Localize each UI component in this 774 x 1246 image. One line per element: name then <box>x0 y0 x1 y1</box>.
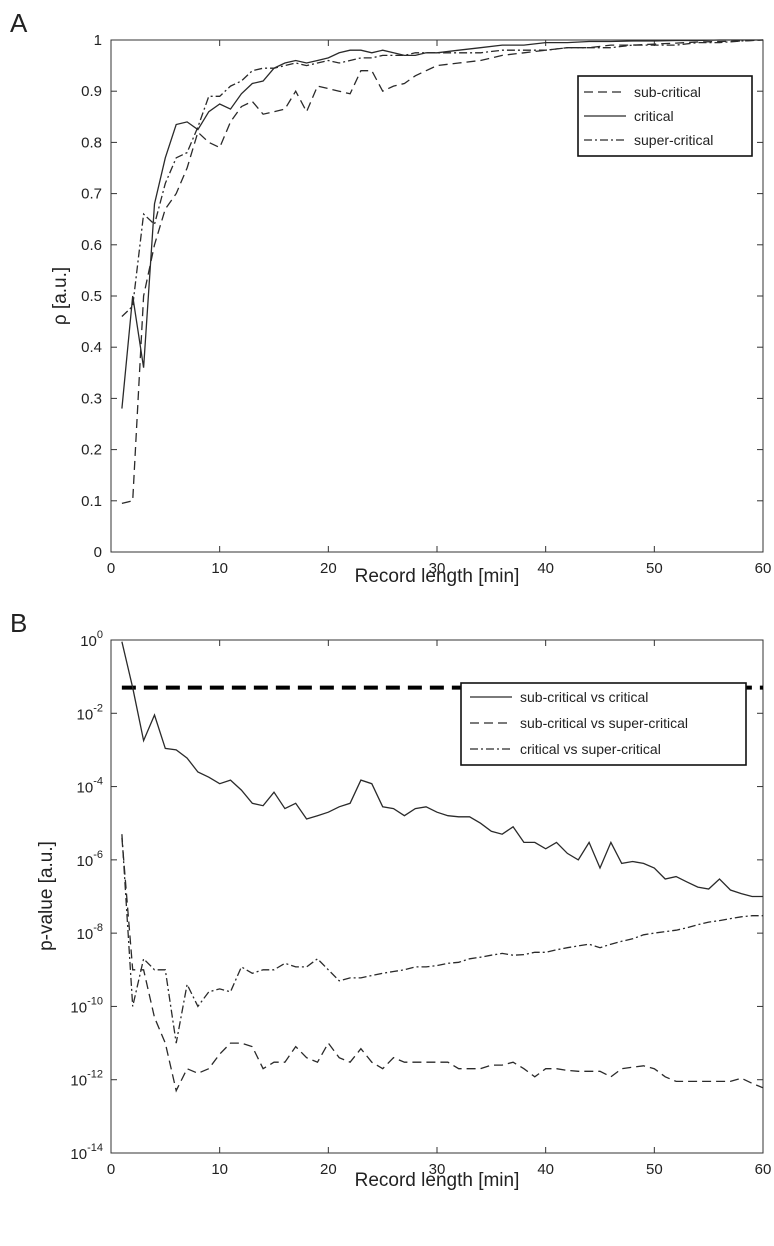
legend-label-a: sub-critical <box>634 84 701 100</box>
legend-label-b: sub-critical vs critical <box>520 689 648 705</box>
series-line-b-critical-vs-super-critical <box>121 834 763 1044</box>
x-axis-label-b: Record length [min] <box>355 1170 520 1191</box>
y-tick-label-b: 10-8 <box>77 922 103 943</box>
x-tick-label-a: 60 <box>755 560 772 577</box>
legend-b: sub-critical vs critical sub-critical vs … <box>460 682 747 766</box>
legend-label-a: critical <box>634 108 674 124</box>
y-tick-label-b: 10-2 <box>77 702 103 723</box>
y-tick-label-b: 10-6 <box>77 849 103 870</box>
y-axis-label-b: p-value [a.u.] <box>36 841 57 951</box>
legend-label-b: critical vs super-critical <box>520 741 661 757</box>
y-tick-label-b: 10-10 <box>70 995 103 1016</box>
y-tick-label-a: 0.9 <box>81 83 102 100</box>
x-tick-label-a: 10 <box>211 560 228 577</box>
legend-a: sub-critical critical super-critical <box>577 75 753 157</box>
panel-letter-a: A <box>10 8 28 38</box>
x-tick-label-a: 40 <box>537 560 554 577</box>
y-tick-label-a: 0.6 <box>81 237 102 254</box>
panel-letter-b: B <box>10 608 27 638</box>
y-tick-label-a: 0.7 <box>81 186 102 203</box>
y-tick-label-a: 0.1 <box>81 493 102 510</box>
series-line-a-sub-critical <box>121 39 764 505</box>
marks-a: 0 10 20 30 40 50 60 0 0.1 0.2 0.3 0.4 0.5 0.6 0.7 0.8 0.… <box>81 32 771 577</box>
marks-b: 0 10 20 30 40 50 60 100 10-2 10-4 10-6 10-8 10-10 10-… <box>70 629 771 1178</box>
x-tick-label-a: 30 <box>429 560 446 577</box>
x-tick-label-a: 0 <box>107 560 115 577</box>
y-axis-label-a: ρ [a.u.] <box>50 267 71 325</box>
x-tick-label-a: 50 <box>646 560 663 577</box>
y-tick-label-b: 10-12 <box>70 1069 103 1090</box>
y-tick-label-a: 1 <box>94 32 102 49</box>
series-line-b-sub-critical-vs-critical <box>121 641 763 898</box>
panel-a: A 0 10 20 30 40 50 60 0 0.1 0.2 0.3 0.4 0.5 0.6 0.7 0.8… <box>10 8 771 587</box>
series-line-a-critical <box>121 39 763 409</box>
legend-label-b: sub-critical vs super-critical <box>520 715 688 731</box>
x-tick-label-b: 30 <box>429 1161 446 1178</box>
y-tick-label-b: 10-4 <box>77 776 103 797</box>
x-tick-label-b: 60 <box>755 1161 772 1178</box>
y-tick-label-a: 0.2 <box>81 442 102 459</box>
y-tick-label-a: 0.4 <box>81 339 102 356</box>
series-line-b-sub-critical-vs-super-critical <box>121 837 764 1093</box>
x-tick-label-b: 10 <box>211 1161 228 1178</box>
series-line-a-super-critical <box>121 39 764 317</box>
x-tick-label-a: 20 <box>320 560 337 577</box>
x-axis-label-a: Record length [min] <box>355 566 520 587</box>
y-tick-label-b: 10-14 <box>70 1142 103 1163</box>
y-tick-label-a: 0.8 <box>81 134 102 151</box>
x-tick-label-b: 0 <box>107 1161 115 1178</box>
y-tick-label-b: 100 <box>80 629 103 650</box>
panel-b: B 0 10 20 30 40 50 60 100 10-2 10-4 10-6 10-8 10-10 1… <box>10 608 771 1191</box>
y-tick-label-a: 0.3 <box>81 390 102 407</box>
y-tick-label-a: 0 <box>94 544 102 561</box>
x-tick-label-b: 20 <box>320 1161 337 1178</box>
legend-label-a: super-critical <box>634 132 713 148</box>
x-tick-label-b: 40 <box>537 1161 554 1178</box>
x-tick-label-b: 50 <box>646 1161 663 1178</box>
y-tick-label-a: 0.5 <box>81 288 102 305</box>
